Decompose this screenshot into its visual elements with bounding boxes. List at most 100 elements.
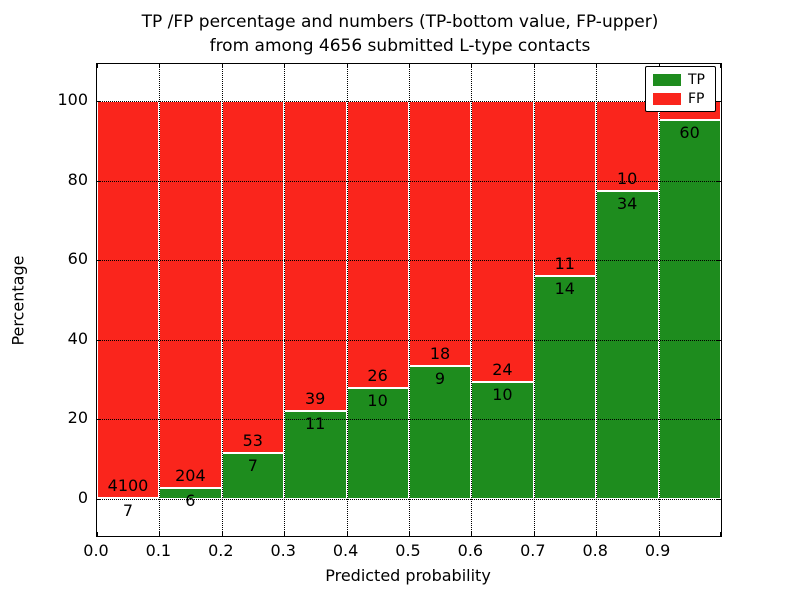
- bar-segment-fp: [471, 101, 534, 382]
- bar-segment-tp: [346, 388, 409, 499]
- tick-mark: [717, 419, 721, 421]
- v-gridline: [284, 64, 286, 536]
- legend-label: FP: [688, 90, 705, 107]
- bar-segment-tp: [221, 452, 285, 499]
- tick-mark: [471, 532, 473, 536]
- fp-count-label: 11: [554, 254, 575, 274]
- bar-segment-tp: [284, 411, 347, 499]
- tick-mark: [97, 180, 101, 182]
- y-tick-label: 100: [57, 90, 88, 109]
- bar-segment-fp: [97, 101, 160, 499]
- v-gridline: [409, 64, 410, 536]
- fp-count-label: 10: [617, 169, 638, 189]
- x-tick-label: 0.4: [332, 541, 359, 560]
- tick-mark: [720, 532, 721, 536]
- tick-mark: [409, 64, 410, 68]
- tp-count-label: 34: [617, 194, 638, 214]
- tick-mark: [720, 64, 721, 68]
- v-gridline: [221, 64, 223, 536]
- tick-mark: [471, 64, 473, 68]
- tick-mark: [717, 339, 721, 341]
- tick-mark: [409, 532, 410, 536]
- tick-mark: [346, 64, 348, 68]
- v-gridline: [159, 64, 161, 536]
- v-gridline: [596, 64, 598, 536]
- bar-segment-fp: [221, 101, 285, 453]
- tick-mark: [658, 532, 660, 536]
- tick-mark: [97, 499, 101, 500]
- tp-count-label: 10: [492, 384, 513, 404]
- tick-mark: [221, 532, 223, 536]
- chart-title-line1: TP /FP percentage and numbers (TP-bottom…: [141, 12, 659, 32]
- tick-mark: [97, 339, 101, 341]
- tick-mark: [596, 64, 598, 68]
- x-tick-label: 0.2: [208, 541, 234, 560]
- tick-mark: [717, 180, 721, 182]
- bar-segment-tp: [596, 191, 659, 499]
- plot-area: 4100 7 204 6 53 7 39 11 26 10 18 9 24 10 11 14 10 34 60: [96, 63, 722, 537]
- fp-count-label: 18: [429, 344, 451, 364]
- tick-mark: [596, 532, 598, 536]
- tp-count-label: 7: [247, 455, 258, 475]
- fp-count-label: 24: [492, 359, 513, 379]
- legend-label: TP: [688, 71, 705, 88]
- x-tick-label: 0.3: [270, 541, 296, 560]
- tp-count-label: 60: [679, 122, 700, 142]
- bar-segment-fp: [346, 101, 409, 389]
- x-tick-label: 0.7: [520, 541, 546, 560]
- chart-title: TP /FP percentage and numbers (TP-bottom…: [0, 10, 800, 58]
- bar-segment-fp: [409, 101, 472, 367]
- legend-item: TP: [653, 73, 715, 87]
- y-tick-label: 80: [67, 169, 88, 189]
- tick-mark: [97, 532, 98, 536]
- tick-mark: [717, 260, 721, 262]
- bar-segment-tp: [533, 276, 597, 499]
- legend-item: FP: [653, 92, 715, 106]
- tick-mark: [284, 64, 286, 68]
- y-axis-label: Percentage: [8, 255, 28, 346]
- fp-count-label: 4100: [107, 476, 149, 496]
- tp-count-label: 10: [367, 391, 388, 411]
- tick-mark: [159, 64, 161, 68]
- tp-count-label: 11: [305, 414, 326, 434]
- tick-mark: [717, 101, 721, 102]
- tick-mark: [346, 532, 348, 536]
- tick-mark: [717, 499, 721, 500]
- y-tick-label: 0: [77, 488, 88, 507]
- fp-count-label: 204: [175, 465, 206, 485]
- bar-segment-fp: [284, 101, 347, 412]
- tp-count-label: 6: [185, 490, 196, 510]
- tp-count-label: 7: [122, 501, 134, 521]
- bar-segment-tp: [658, 119, 721, 499]
- v-gridline: [346, 64, 348, 536]
- chart-title-line2: from among 4656 submitted L-type contact…: [209, 36, 591, 56]
- legend-swatch-tp-icon: [653, 73, 681, 86]
- fp-count-label: 39: [305, 389, 326, 409]
- x-tick-label: 0.9: [644, 541, 671, 560]
- fp-count-label: 53: [242, 430, 263, 450]
- fp-count-label: 26: [367, 366, 388, 386]
- v-gridline: [533, 64, 535, 536]
- x-tick-label: 0.0: [83, 541, 109, 560]
- y-tick-label: 40: [67, 328, 88, 348]
- legend: TP FP: [645, 66, 716, 112]
- v-gridline: [471, 64, 473, 536]
- x-tick-label: 0.8: [582, 541, 608, 560]
- y-tick-label: 20: [67, 408, 88, 428]
- legend-swatch-fp-icon: [653, 92, 681, 105]
- tp-count-label: 9: [434, 369, 446, 389]
- tick-mark: [97, 419, 101, 421]
- tick-mark: [284, 532, 286, 536]
- tick-mark: [533, 64, 535, 68]
- tick-mark: [221, 64, 223, 68]
- bar-segment-tp: [409, 366, 472, 499]
- bar-segment-fp: [159, 101, 222, 488]
- tp-count-label: 14: [554, 279, 575, 299]
- x-axis-label: Predicted probability: [325, 566, 491, 585]
- tick-mark: [97, 101, 101, 102]
- x-tick-label: 0.6: [457, 541, 484, 560]
- tick-mark: [159, 532, 161, 536]
- tick-mark: [533, 532, 535, 536]
- bar-segment-fp: [533, 101, 597, 277]
